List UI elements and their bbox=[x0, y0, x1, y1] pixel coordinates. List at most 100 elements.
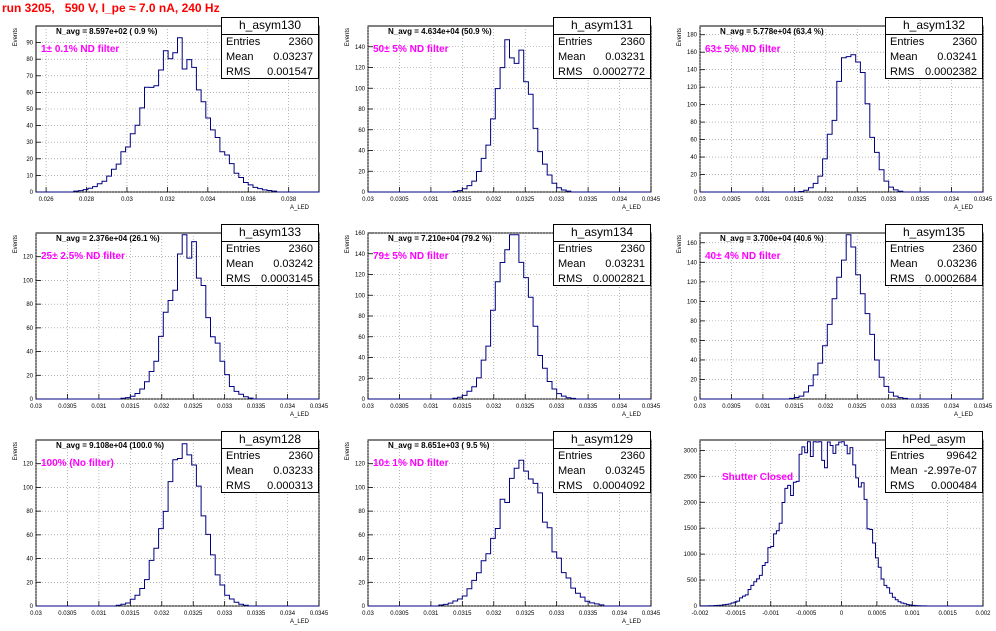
navg-label: N_avg = 8.597e+02 ( 0.9 %) bbox=[56, 27, 158, 36]
stats-row: RMS 0.0002821 bbox=[554, 272, 650, 287]
stats-value: 0.000313 bbox=[267, 480, 313, 492]
filter-annotation: 10± 1% ND filter bbox=[373, 458, 449, 469]
filter-annotation: 1± 0.1% ND filter bbox=[41, 44, 119, 55]
x-tick-label: 0.0325 bbox=[516, 611, 535, 617]
stats-row: Entries 2360 bbox=[886, 242, 982, 257]
y-tick-label: 60 bbox=[358, 533, 365, 539]
x-axis-label: A_LED bbox=[290, 619, 310, 625]
x-tick-label: 0.03 bbox=[694, 197, 706, 203]
y-tick-label: 60 bbox=[358, 335, 365, 341]
stats-value: 0.0002382 bbox=[925, 66, 977, 78]
histogram-panel: -0.002 -0.0015 -0.001 -0.0005 0 0.0005 0.001 0.… bbox=[664, 424, 996, 631]
histogram-panel: 0.03 0.0305 0.031 0.0315 0.032 0.0325 0.033 0.0… bbox=[0, 424, 332, 631]
x-tick-label: 0.038 bbox=[281, 197, 297, 203]
y-tick-label: 100 bbox=[23, 278, 34, 284]
stats-label: Entries bbox=[890, 450, 925, 462]
x-tick-label: 0.031 bbox=[91, 404, 107, 410]
histogram-line bbox=[700, 54, 983, 193]
stats-value: 0.03237 bbox=[273, 51, 313, 63]
x-tick-label: 0.0335 bbox=[911, 197, 930, 203]
stats-label: Entries bbox=[890, 36, 925, 48]
stats-title: h_asym132 bbox=[886, 18, 982, 35]
stats-value: 0.03241 bbox=[937, 51, 977, 63]
stats-row: RMS 0.0002772 bbox=[554, 65, 650, 80]
stats-value: 2360 bbox=[288, 450, 313, 462]
stats-value: 99642 bbox=[946, 450, 977, 462]
x-tick-label: 0.034 bbox=[612, 404, 628, 410]
y-tick-label: 50 bbox=[26, 107, 33, 113]
y-axis-label: Events bbox=[345, 442, 351, 460]
y-tick-label: 1500 bbox=[684, 526, 698, 532]
y-tick-label: 20 bbox=[358, 376, 365, 382]
filter-annotation: 25± 2.5% ND filter bbox=[41, 251, 125, 262]
y-tick-label: 120 bbox=[355, 273, 366, 279]
stats-title: h_asym133 bbox=[222, 225, 318, 242]
y-tick-label: 500 bbox=[687, 578, 698, 584]
filter-annotation: 63± 5% ND filter bbox=[705, 44, 781, 55]
x-tick-label: 0.032 bbox=[486, 197, 502, 203]
x-tick-label: 0.032 bbox=[818, 197, 834, 203]
x-tick-label: -0.001 bbox=[762, 611, 780, 617]
stats-label: RMS bbox=[890, 480, 915, 492]
y-tick-label: 120 bbox=[687, 85, 698, 91]
y-tick-label: 20 bbox=[26, 580, 33, 586]
x-tick-label: -0.0005 bbox=[796, 611, 817, 617]
stats-value: 0.03233 bbox=[273, 465, 313, 477]
x-tick-label: 0.0335 bbox=[579, 197, 598, 203]
y-tick-label: 60 bbox=[690, 138, 697, 144]
x-tick-label: 0.031 bbox=[423, 404, 439, 410]
x-tick-label: 0.0335 bbox=[579, 404, 598, 410]
x-axis-label: A_LED bbox=[622, 412, 642, 418]
histogram-line bbox=[368, 234, 651, 400]
x-tick-label: 0.0315 bbox=[453, 611, 472, 617]
histogram-line bbox=[36, 443, 319, 607]
x-tick-label: 0.034 bbox=[612, 611, 628, 617]
y-tick-label: 140 bbox=[355, 252, 366, 258]
y-tick-label: 40 bbox=[690, 358, 697, 364]
y-tick-label: 0 bbox=[362, 190, 366, 196]
stats-box: h_asym133 Entries 2360 Mean 0.03242 RMS 0.0003… bbox=[221, 224, 319, 286]
x-tick-label: 0.0305 bbox=[58, 404, 77, 410]
y-tick-label: 100 bbox=[687, 299, 698, 305]
y-tick-label: 60 bbox=[358, 128, 365, 134]
navg-label: N_avg = 9.108e+04 (100.0 %) bbox=[56, 441, 164, 450]
stats-value: 2360 bbox=[952, 243, 977, 255]
stats-row: Entries 2360 bbox=[222, 242, 318, 257]
y-tick-label: 80 bbox=[26, 57, 33, 63]
x-tick-label: 0.026 bbox=[39, 197, 55, 203]
stats-value: 2360 bbox=[620, 36, 645, 48]
x-tick-label: 0.0345 bbox=[642, 611, 661, 617]
y-tick-label: 120 bbox=[23, 255, 34, 261]
y-tick-label: 20 bbox=[690, 173, 697, 179]
y-axis-label: Events bbox=[345, 28, 351, 46]
x-tick-label: 0.0345 bbox=[974, 404, 993, 410]
stats-title: h_asym130 bbox=[222, 18, 318, 35]
stats-box: h_asym134 Entries 2360 Mean 0.03231 RMS 0.0002… bbox=[553, 224, 651, 286]
y-tick-label: 80 bbox=[358, 107, 365, 113]
stats-label: Entries bbox=[558, 450, 593, 462]
stats-row: RMS 0.001547 bbox=[222, 65, 318, 80]
x-tick-label: 0.033 bbox=[217, 404, 233, 410]
y-tick-label: 60 bbox=[26, 326, 33, 332]
stats-box: h_asym130 Entries 2360 Mean 0.03237 RMS 0.0015… bbox=[221, 17, 319, 79]
y-tick-label: 40 bbox=[690, 155, 697, 161]
stats-box: h_asym131 Entries 2360 Mean 0.03231 RMS 0.0002… bbox=[553, 17, 651, 79]
x-tick-label: 0.031 bbox=[755, 404, 771, 410]
x-tick-label: 0.0305 bbox=[722, 197, 741, 203]
stats-value: 0.03242 bbox=[273, 258, 313, 270]
stats-row: Mean 0.03233 bbox=[222, 464, 318, 479]
stats-value: 0.03231 bbox=[605, 51, 645, 63]
x-tick-label: 0.0305 bbox=[390, 404, 409, 410]
stats-label: Mean bbox=[890, 51, 918, 63]
x-tick-label: 0.0325 bbox=[848, 197, 867, 203]
y-tick-label: 80 bbox=[358, 509, 365, 515]
y-tick-label: 20 bbox=[26, 373, 33, 379]
y-tick-label: 100 bbox=[355, 293, 366, 299]
y-axis-label: Events bbox=[13, 235, 19, 253]
y-axis-label: Events bbox=[677, 28, 683, 46]
x-tick-label: 0.032 bbox=[486, 611, 502, 617]
y-tick-label: 160 bbox=[687, 241, 698, 247]
x-tick-label: 0.032 bbox=[818, 404, 834, 410]
x-axis-label: A_LED bbox=[290, 412, 310, 418]
stats-box: hPed_asym Entries 99642 Mean -2.997e-07 RMS 0.… bbox=[885, 431, 983, 493]
